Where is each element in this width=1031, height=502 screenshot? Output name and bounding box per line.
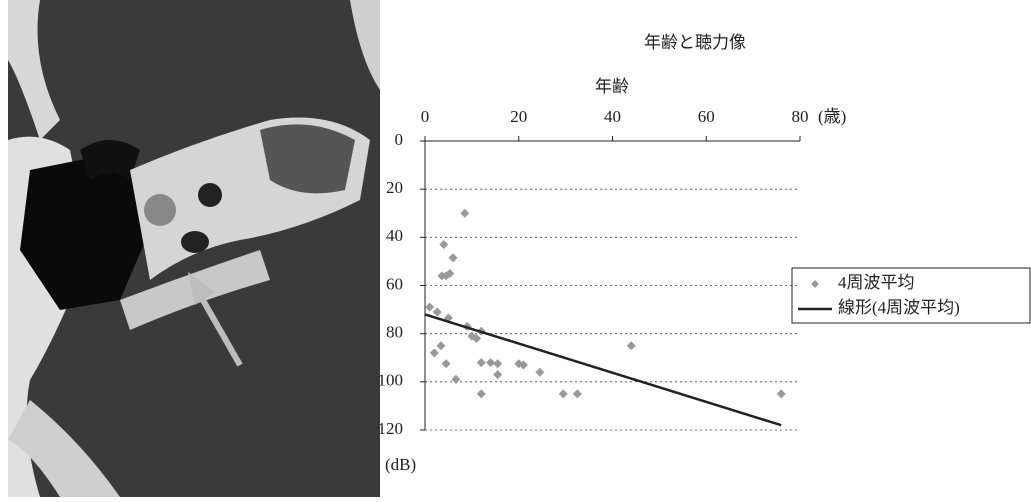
y-tick-label: 40: [386, 226, 403, 245]
y-tick-label: 20: [386, 178, 403, 197]
scatter-point: [573, 389, 582, 398]
scatter-point: [442, 359, 451, 368]
x-tick-label: 80: [792, 107, 809, 126]
x-axis-label: 年齢: [595, 77, 629, 96]
scatter-point: [477, 358, 486, 367]
scatter-point: [433, 307, 442, 316]
ct-image: [8, 0, 380, 497]
y-unit: (dB): [385, 455, 416, 474]
x-unit: (歳): [818, 107, 846, 126]
scatter-point: [777, 389, 786, 398]
scatter-point: [460, 209, 469, 218]
x-tick-label: 40: [604, 107, 621, 126]
figure: 年齢と聴力像 年齢 (歳) (dB) 0 20 40 60 80 100 120 0 20 40 6…: [0, 0, 1031, 497]
scatter-point: [425, 303, 434, 312]
y-tick-label: 60: [386, 274, 403, 293]
scatter-point: [486, 358, 495, 367]
scatter-point: [627, 341, 636, 350]
scatter-point: [449, 253, 458, 262]
y-tick-label: 80: [386, 323, 403, 342]
scatter-point: [493, 359, 502, 368]
legend-label: 4周波平均: [838, 273, 915, 292]
x-tick-label: 60: [698, 107, 715, 126]
y-tick-label: 120: [378, 419, 404, 438]
scatter-point: [535, 368, 544, 377]
y-tick-label: 0: [395, 130, 404, 149]
y-tick-label: 100: [378, 371, 404, 390]
scatter-point: [477, 389, 486, 398]
chart-title: 年齢と聴力像: [644, 33, 746, 52]
scatter-point: [436, 341, 445, 350]
scatter-point: [430, 348, 439, 357]
trend-line: [425, 314, 781, 425]
x-tick-label: 0: [421, 107, 430, 126]
scatter-point: [451, 375, 460, 384]
legend-label: 線形(4周波平均): [838, 298, 960, 317]
scatter-point: [559, 389, 568, 398]
scatter-point: [493, 370, 502, 379]
scatter-point: [439, 240, 448, 249]
x-tick-label: 20: [510, 107, 527, 126]
